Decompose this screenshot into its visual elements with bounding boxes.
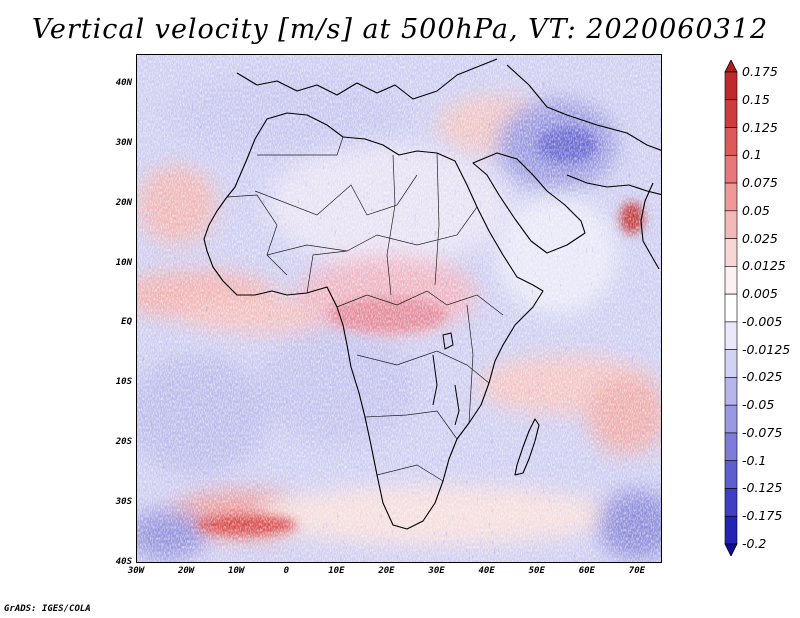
colorbar-tick-label: 0.075 [742,175,778,191]
colorbar-tick-label: -0.1 [742,452,767,468]
colorbar-bin [724,99,738,128]
colorbar-bin [724,515,738,545]
colorbar-bin [724,154,738,184]
colorbar-tick-label: 0.025 [742,230,778,246]
colorbar-top-arrow [724,60,738,73]
lon-tick-label: 40E [478,566,495,576]
colorbar-tick-label: -0.2 [742,536,767,551]
colorbar [724,60,738,556]
lon-tick-label: 60E [578,566,595,576]
lakes [432,332,460,426]
colorbar-bin [724,210,738,239]
lat-tick-label: 30S [115,497,132,508]
colorbar-bin [724,321,738,350]
lon-tick-label: 0 [283,566,289,576]
lat-tick-label: 10N [115,257,132,268]
colorbar-bin [724,266,738,295]
lat-tick-label: 20N [115,197,132,208]
colorbar-tick-label: 0.15 [742,91,770,107]
map-panel [136,54,662,563]
lon-tick-label: 10W [228,566,245,576]
lon-tick-label: 20W [177,566,195,576]
colorbar-bin [724,238,738,267]
colorbar-tick-label: 0.0125 [742,258,786,274]
lat-tick-label: 40N [115,77,132,88]
colorbar-tick-label: 0.175 [742,64,778,79]
lon-tick-label: 30E [428,566,445,576]
country-borders [226,136,504,482]
colorbar-tick-label: -0.175 [742,508,783,524]
coastlines [203,58,661,530]
colorbar-tick-label: 0.05 [742,202,770,218]
lon-tick-label: 10E [328,566,345,576]
colorbar-bin [724,432,738,462]
colorbar-tick-label: 0.1 [742,147,762,163]
grads-credit: GrADS: IGES/COLA [4,604,91,614]
colorbar-bin [724,377,738,406]
colorbar-bin [724,404,738,434]
colorbar-bin [724,182,738,212]
colorbar-tick-label: -0.05 [742,397,775,413]
lat-tick-label: 30N [115,137,132,148]
lat-tick-label: EQ [121,317,132,328]
colorbar-tick-label: -0.025 [742,369,783,385]
lon-tick-label: 50E [528,566,545,576]
lon-tick-label: 20E [378,566,395,576]
colorbar-tick-label: 0.125 [742,119,778,135]
lon-tick-label: 30W [127,566,145,576]
colorbar-bin [724,349,738,378]
colorbar-tick-label: -0.075 [742,424,783,440]
lon-tick-label: 70E [628,566,646,576]
plot-title: Vertical velocity [m/s] at 500hPa, VT: 2… [31,14,769,45]
colorbar-bottom-arrow [724,543,738,556]
colorbar-bin [724,127,738,156]
colorbar-bin [724,293,738,323]
lat-tick-label: 20S [115,437,132,448]
colorbar-tick-label: 0.005 [742,286,778,302]
colorbar-bin [724,460,738,489]
colorbar-tick-label: -0.0125 [742,341,791,357]
colorbar-bin [724,488,738,517]
lat-tick-label: 40S [115,557,132,567]
vertical-velocity-field [137,55,661,562]
colorbar-tick-label: -0.005 [742,313,783,329]
colorbar-tick-label: -0.125 [742,480,783,496]
lat-tick-label: 10S [115,377,132,388]
colorbar-bin [724,71,738,101]
